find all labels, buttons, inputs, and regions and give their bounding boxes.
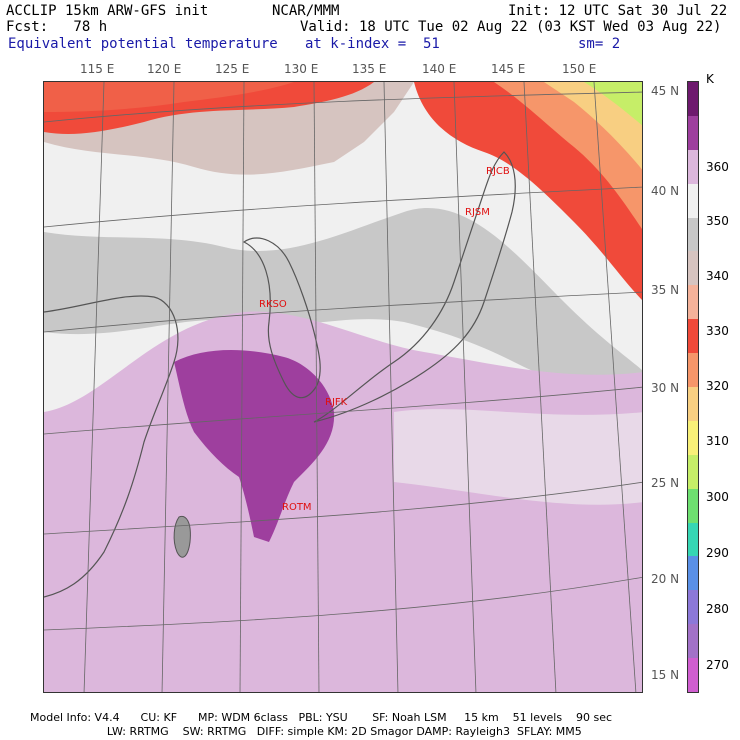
grid-line [44, 291, 642, 333]
colorbar-label: 290 [706, 546, 729, 560]
colorbar-segment [688, 387, 698, 422]
valid-time: Valid: 18 UTC Tue 02 Aug 22 (03 KST Wed … [300, 19, 722, 35]
map-canvas: RJCB RJSM RKSO RJFK ROTM [44, 82, 642, 692]
grid-line [161, 82, 175, 692]
smoothing-info: sm= 2 [578, 36, 621, 52]
colorbar [687, 81, 699, 693]
grid-line [44, 481, 642, 535]
lat-label: 25 N [651, 476, 680, 490]
colorbar-segment [688, 454, 698, 490]
grid-line [523, 82, 557, 692]
lon-label: 150 E [562, 62, 597, 76]
station-rjcb: RJCB [486, 166, 510, 177]
china-coastline [44, 295, 179, 598]
level-info: at k-index = 51 [305, 36, 440, 52]
korea-coastline [242, 237, 321, 399]
colorbar-label: 330 [706, 324, 729, 338]
colorbar-label: 350 [706, 214, 729, 228]
colorbar-label: 310 [706, 434, 729, 448]
station-rjfk: RJFK [325, 397, 348, 408]
colorbar-label: 340 [706, 269, 729, 283]
lon-label: 120 E [147, 62, 182, 76]
colorbar-label: 270 [706, 658, 729, 672]
lon-label: 115 E [80, 62, 115, 76]
deep-purple-region [174, 350, 335, 542]
lat-label: 40 N [651, 184, 680, 198]
colorbar-segment [688, 319, 698, 354]
colorbar-segment [688, 556, 698, 591]
colorbar-segment [688, 590, 698, 625]
colorbar-label: 320 [706, 379, 729, 393]
model-title: ACCLIP 15km ARW-GFS init [6, 3, 209, 19]
colorbar-segment [688, 251, 698, 286]
lat-label: 45 N [651, 84, 680, 98]
lat-label: 15 N [651, 668, 680, 682]
green-east-region [584, 82, 642, 126]
grid-line [453, 82, 477, 692]
colorbar-segment [688, 488, 698, 524]
colorbar-segment [688, 658, 698, 693]
grid-line [239, 82, 245, 692]
graticule [44, 82, 642, 692]
station-rotm: ROTM [282, 502, 312, 513]
lat-label: 20 N [651, 572, 680, 586]
colorbar-segment [688, 285, 698, 320]
station-rjsm: RJSM [465, 207, 490, 218]
model-info-line2: LW: RRTMG SW: RRTMG DIFF: simple KM: 2D … [30, 725, 582, 738]
grid-line [383, 82, 399, 692]
taiwan-island [173, 515, 191, 558]
center-label: NCAR/MMM [272, 3, 340, 19]
colorbar-segment [688, 624, 698, 659]
model-info-line1: Model Info: V4.4 CU: KF MP: WDM 6class P… [30, 711, 613, 724]
colorbar-segment [688, 420, 698, 456]
colorbar-segment [688, 522, 698, 557]
lat-label: 30 N [651, 381, 680, 395]
grid-line [313, 82, 320, 692]
grid-line [44, 576, 642, 631]
init-time: Init: 12 UTC Sat 30 Jul 22 [508, 3, 728, 19]
gray-band [44, 208, 642, 412]
forecast-hour: Fcst: 78 h [6, 19, 108, 35]
colorbar-segment [688, 217, 698, 252]
field-name: Equivalent potential temperature [8, 36, 278, 52]
colorbar-segment [688, 183, 698, 219]
map-panel[interactable]: RJCB RJSM RKSO RJFK ROTM [43, 81, 643, 693]
lon-label: 125 E [215, 62, 250, 76]
warm-west-core [44, 82, 294, 112]
colorbar-unit: K [706, 72, 714, 86]
colorbar-label: 280 [706, 602, 729, 616]
grid-line [83, 82, 105, 692]
pale-patch [394, 409, 642, 505]
lon-label: 135 E [352, 62, 387, 76]
colorbar-segment [688, 353, 698, 388]
colorbar-label: 360 [706, 160, 729, 174]
lon-label: 130 E [284, 62, 319, 76]
colorbar-segment [688, 115, 698, 151]
grid-line [44, 386, 642, 435]
grid-line [593, 82, 637, 692]
colorbar-label: 300 [706, 490, 729, 504]
colorbar-segment [688, 149, 698, 185]
grid-line [44, 91, 642, 123]
station-rkso: RKSO [259, 299, 287, 310]
colorbar-segment [688, 82, 698, 117]
lat-label: 35 N [651, 283, 680, 297]
lon-label: 145 E [491, 62, 526, 76]
japan-coastline [313, 151, 516, 423]
grid-line [44, 186, 642, 228]
lon-label: 140 E [422, 62, 457, 76]
